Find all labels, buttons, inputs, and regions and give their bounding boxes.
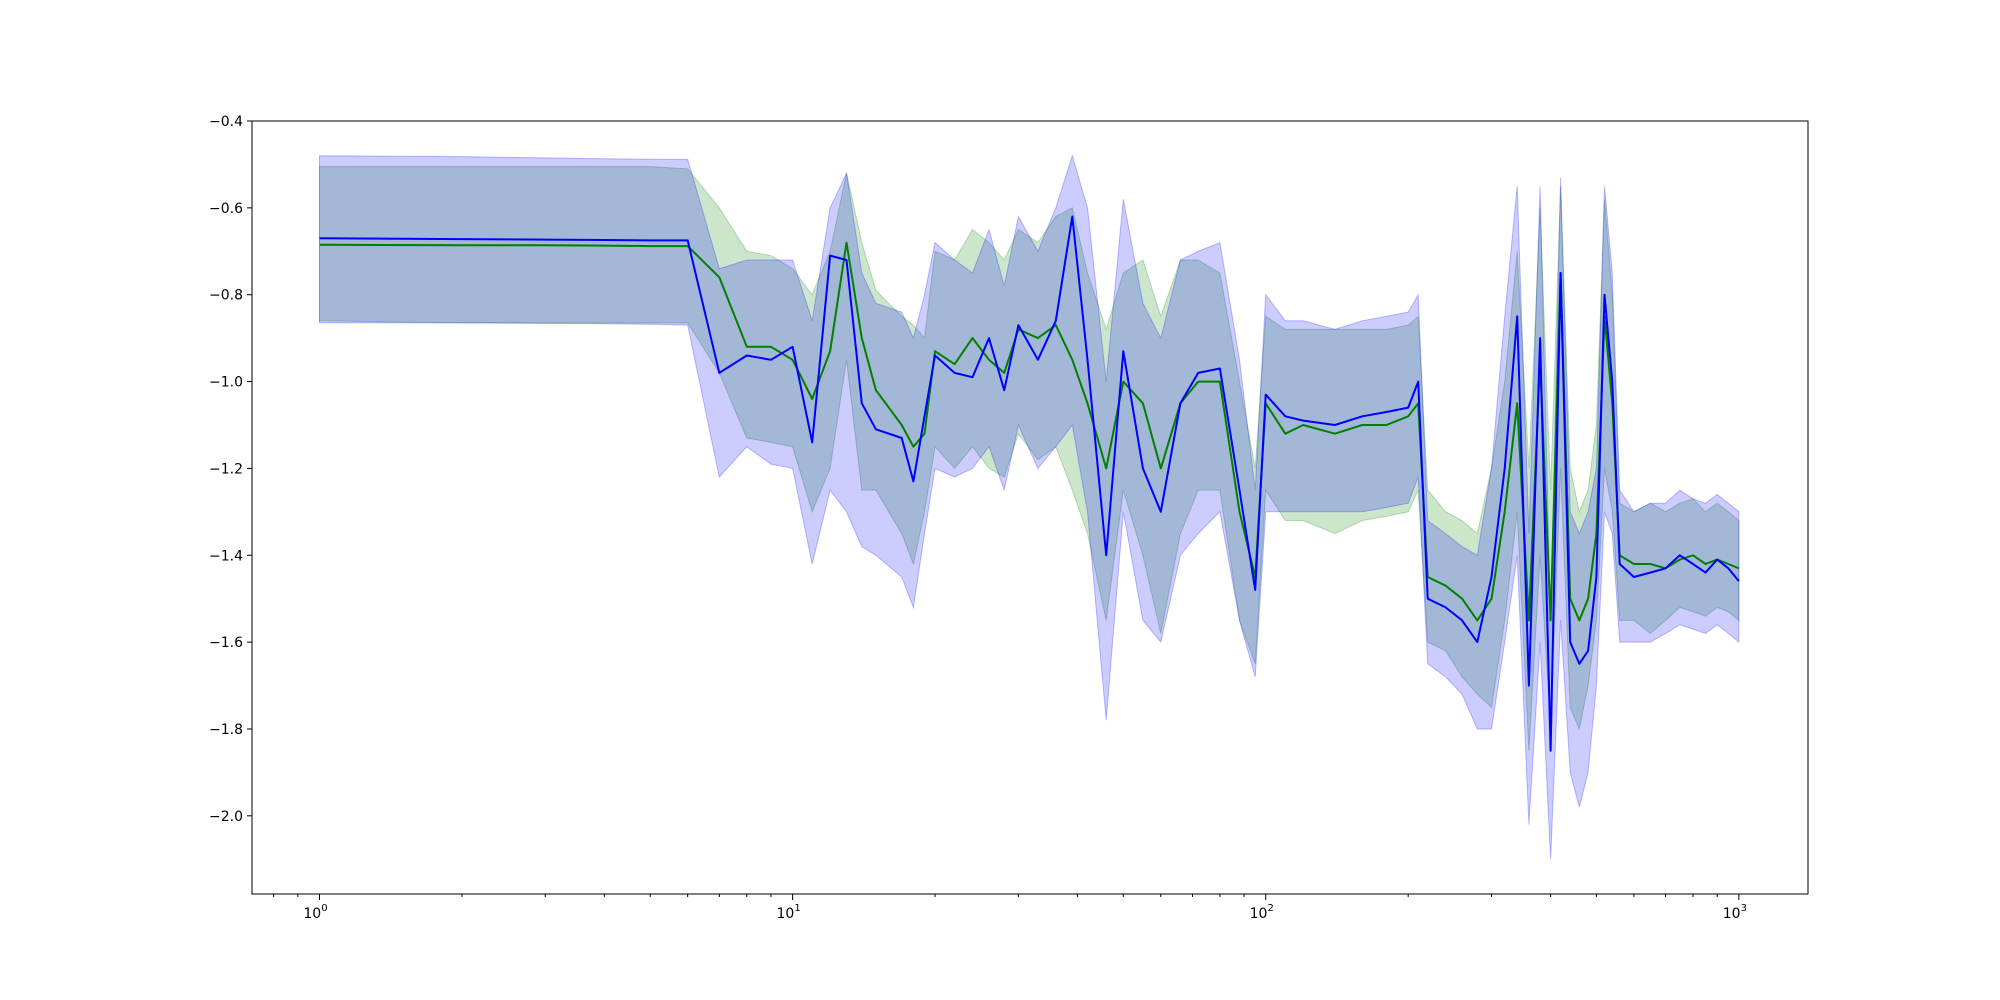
y-tick-label: −1.4 [209, 548, 243, 564]
x-axis: 100 101 102 103 [273, 894, 1747, 922]
y-axis: −0.4 −0.6 −0.8 −1.0 −1.2 −1.4 −1.6 −1.8 −2.0 [209, 114, 252, 825]
y-tick-label: −0.8 [209, 288, 243, 304]
series-2-band [319, 153, 1740, 860]
series-2-line [319, 215, 1740, 752]
axes-frame [251, 120, 1809, 895]
x-tick-label: 103 [1723, 903, 1747, 922]
y-tick-label: −1.6 [209, 635, 243, 651]
confidence-bands [319, 153, 1740, 860]
series-1-band [319, 166, 1740, 751]
x-tick-label: 102 [1250, 903, 1274, 922]
y-tick-label: −0.4 [209, 114, 243, 130]
y-tick-label: −0.6 [209, 201, 243, 217]
y-tick-label: −1.2 [209, 461, 243, 477]
y-tick-label: −2.0 [209, 809, 243, 825]
y-tick-label: −1.0 [209, 375, 243, 391]
series-lines [319, 215, 1740, 752]
plot-area [319, 153, 1740, 860]
x-tick-label: 100 [303, 903, 327, 922]
x-tick-label: 101 [777, 903, 801, 922]
y-tick-label: −1.8 [209, 722, 243, 738]
